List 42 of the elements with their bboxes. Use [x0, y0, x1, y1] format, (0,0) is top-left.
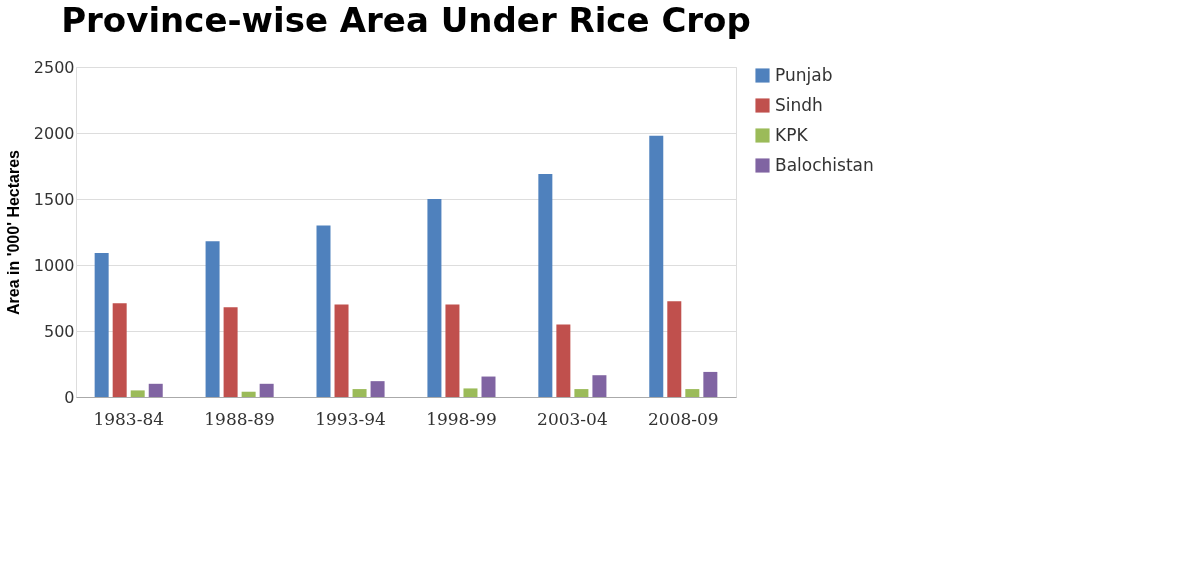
bar	[112, 303, 127, 397]
bar	[130, 390, 145, 397]
bar	[241, 391, 256, 397]
legend-label: KPK	[775, 124, 809, 145]
bar	[334, 304, 349, 397]
x-tick-label: 2008-09	[647, 408, 719, 429]
bar	[352, 389, 367, 397]
bar	[94, 253, 109, 397]
bar	[259, 383, 274, 397]
bar	[316, 225, 331, 397]
y-tick-label: 2000	[33, 123, 75, 143]
y-tick-label: 1500	[33, 189, 75, 209]
y-tick-label: 500	[43, 321, 75, 341]
y-tick-label: 1000	[33, 255, 75, 275]
bar	[667, 301, 682, 397]
chart-title: Province-wise Area Under Rice Crop	[61, 0, 751, 40]
bar	[148, 383, 163, 397]
y-axis-title: Area in '000' Hectares	[4, 149, 22, 316]
bar	[649, 135, 664, 397]
y-tick-label: 0	[64, 387, 75, 407]
bar	[223, 307, 238, 397]
bar	[592, 375, 607, 397]
bar	[427, 199, 442, 397]
x-tick-label: 2003-04	[537, 408, 608, 429]
y-tick-label: 2500	[33, 57, 75, 77]
bar	[574, 389, 589, 397]
bar	[685, 389, 700, 397]
x-tick-label: 1988-89	[204, 408, 275, 429]
bar	[538, 173, 553, 397]
bar	[445, 304, 460, 397]
bar	[370, 381, 385, 397]
bar	[481, 376, 496, 397]
bar	[703, 371, 718, 397]
legend-label: Sindh	[775, 94, 823, 115]
x-tick-label: 1993-94	[315, 408, 386, 429]
bar	[205, 241, 220, 397]
bar	[463, 388, 478, 397]
x-tick-label: 1998-99	[426, 408, 497, 429]
bar	[556, 324, 571, 397]
legend-label: Balochistan	[775, 154, 874, 175]
x-tick-label: 1983-84	[93, 408, 165, 429]
legend-label: Punjab	[775, 64, 833, 85]
